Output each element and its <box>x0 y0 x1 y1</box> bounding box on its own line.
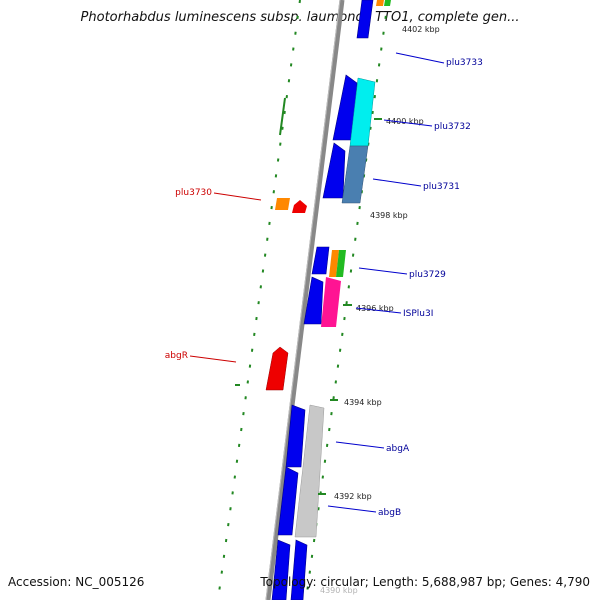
topology-label: Topology: circular; Length: 5,688,987 bp… <box>260 575 590 589</box>
reverse-labels: plu3730 abgR <box>165 188 262 363</box>
gene-arrow <box>311 246 330 275</box>
svg-text:4392 kbp: 4392 kbp <box>334 492 372 501</box>
gene-arrow <box>285 404 306 468</box>
gene-arrow <box>356 0 374 39</box>
feature-steelblue <box>341 145 369 204</box>
label-plu3730: plu3730 <box>175 188 212 198</box>
label-abga: abgA <box>386 444 410 454</box>
gene-arrow <box>290 539 308 600</box>
gene-arrow <box>271 539 291 600</box>
svg-text:4396 kbp: 4396 kbp <box>356 304 394 313</box>
colored-features[interactable] <box>294 0 391 538</box>
reverse-genes[interactable] <box>265 198 307 391</box>
dotted-guides <box>217 0 389 600</box>
feature-green <box>336 250 346 277</box>
label-abgb: abgB <box>378 508 401 518</box>
forward-genes[interactable] <box>271 0 374 600</box>
gene-arrow <box>322 142 346 199</box>
gene-box-orange <box>275 198 290 210</box>
label-plu3731: plu3731 <box>423 182 460 192</box>
feature-orange <box>376 0 384 6</box>
label-plu3732: plu3732 <box>434 122 471 132</box>
feature-green <box>384 0 391 6</box>
svg-text:4390 kbp: 4390 kbp <box>320 586 358 595</box>
label-plu3733: plu3733 <box>446 58 483 68</box>
svg-text:4398 kbp: 4398 kbp <box>370 211 408 220</box>
feature-gray <box>294 404 325 538</box>
gene-arrow <box>303 276 324 325</box>
scale-labels: 4402 kbp 4400 kbp 4398 kbp 4396 kbp 4394… <box>318 25 440 595</box>
backbone <box>265 0 345 600</box>
svg-text:4394 kbp: 4394 kbp <box>344 398 382 407</box>
map-title: Photorhabdus luminescens subsp. laumondi… <box>80 10 520 25</box>
label-isplu3i: ISPlu3I <box>403 309 433 319</box>
feature-orange <box>329 250 339 277</box>
gene-arrow <box>277 466 299 536</box>
feature-magenta <box>321 277 341 327</box>
label-abgr: abgR <box>165 351 188 361</box>
forward-labels: plu3733 plu3732 plu3731 plu3729 ISPlu3I … <box>327 52 483 518</box>
svg-text:4400 kbp: 4400 kbp <box>386 117 424 126</box>
svg-text:4402 kbp: 4402 kbp <box>402 25 440 34</box>
label-plu3729: plu3729 <box>409 270 446 280</box>
gene-arrow-red <box>292 200 307 213</box>
gene-arrow-red <box>265 346 289 391</box>
accession-label: Accession: NC_005126 <box>8 575 145 589</box>
